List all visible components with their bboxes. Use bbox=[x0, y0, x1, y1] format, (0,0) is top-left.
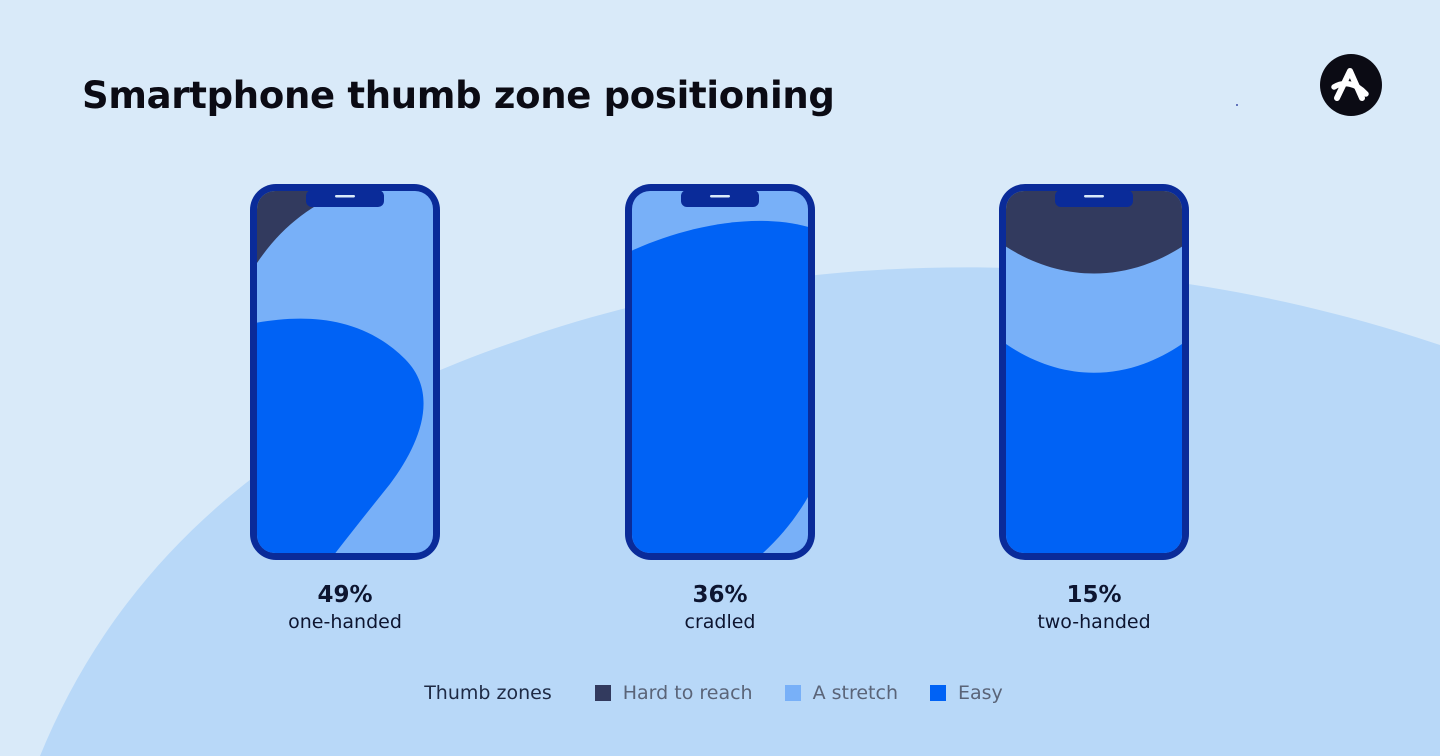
legend-item-stretch: A stretch bbox=[784, 682, 898, 704]
phone-notch bbox=[681, 190, 759, 207]
phone-two-handed bbox=[999, 184, 1189, 560]
legend-label-easy: Easy bbox=[958, 682, 1003, 704]
stat-label: two-handed bbox=[1037, 611, 1151, 633]
stat-one-handed: 49% one-handed bbox=[225, 580, 465, 634]
legend-label-hard: Hard to reach bbox=[622, 682, 753, 704]
stat-percent: 15% bbox=[1066, 582, 1122, 608]
brand-logo-icon bbox=[1320, 54, 1382, 116]
legend-item-hard: Hard to reach bbox=[594, 682, 753, 704]
legend-title: Thumb zones bbox=[424, 682, 552, 704]
stat-percent: 49% bbox=[317, 582, 373, 608]
phone-cradled bbox=[625, 184, 815, 560]
phone-speaker bbox=[335, 195, 355, 198]
zone-easy bbox=[1006, 339, 1182, 553]
legend-swatch-easy bbox=[930, 685, 946, 701]
zone-hard bbox=[257, 191, 370, 274]
page-title: Smartphone thumb zone positioning bbox=[82, 74, 835, 117]
phone-one-handed bbox=[250, 184, 440, 560]
stat-label: cradled bbox=[684, 611, 756, 633]
decorative-dot bbox=[1236, 104, 1238, 106]
stat-two-handed: 15% two-handed bbox=[974, 580, 1214, 634]
zone-hard bbox=[1006, 191, 1182, 274]
stat-percent: 36% bbox=[692, 582, 748, 608]
stat-cradled: 36% cradled bbox=[600, 580, 840, 634]
phone-notch bbox=[306, 190, 384, 207]
stat-label: one-handed bbox=[288, 611, 402, 633]
phone-speaker bbox=[710, 195, 730, 198]
legend-swatch-stretch bbox=[784, 685, 801, 701]
legend: Thumb zones Hard to reach A stretch Easy bbox=[0, 682, 1440, 704]
phone-notch bbox=[1055, 190, 1133, 207]
zone-easy bbox=[632, 220, 808, 553]
phone-speaker bbox=[1084, 195, 1104, 198]
legend-item-easy: Easy bbox=[930, 682, 1003, 704]
zone-easy bbox=[257, 318, 424, 553]
legend-label-stretch: A stretch bbox=[812, 682, 898, 704]
legend-swatch-hard bbox=[594, 685, 611, 701]
